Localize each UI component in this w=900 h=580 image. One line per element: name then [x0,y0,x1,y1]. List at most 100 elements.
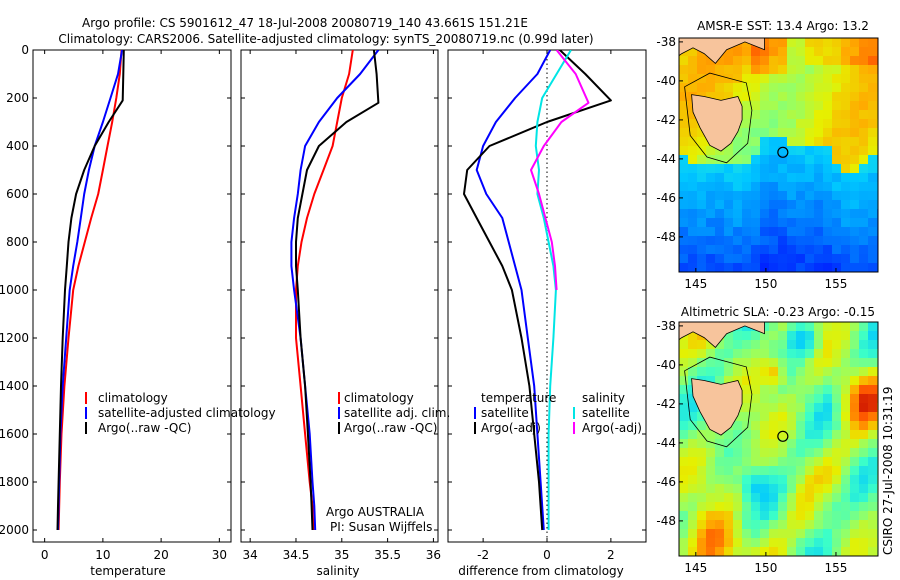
map-cell [787,119,797,129]
map-cell [724,191,734,201]
map-cell [787,101,797,111]
map-cell [868,74,878,84]
map-cell [823,254,833,264]
map-cell [688,155,698,165]
map-cell [814,164,824,174]
map-cell [814,209,824,219]
map-cell [841,421,851,431]
map-cell [841,209,851,219]
map-cell [832,331,842,341]
map-cell [850,511,860,521]
map-cell [823,457,833,467]
map-cell [724,457,734,467]
map-cell [769,164,779,174]
map-cell [832,110,842,120]
map-cell [787,340,797,350]
map-cell [697,164,707,174]
map-cell [868,331,878,341]
y-tick-label: 1000 [0,283,29,297]
map-cell [679,137,689,147]
map-cell [814,173,824,183]
map-cell [805,358,815,368]
map-cell [778,340,788,350]
map-cell [760,466,770,476]
map-cell [796,38,806,48]
map-cell [751,331,761,341]
x-tick-label: 35 [334,548,349,562]
map-cell [778,38,788,48]
map-x-tick-label: 150 [754,561,777,575]
map-cell [796,457,806,467]
map-cell [688,263,698,272]
map-cell [832,128,842,138]
map-cell [823,164,833,174]
map-cell [805,263,815,272]
difference-legend-temp-argo: Argo(-adj) [481,421,541,435]
map-cell [742,403,752,413]
map-cell [778,448,788,458]
map-cell [679,65,689,75]
sst-map-title: AMSR-E SST: 13.4 Argo: 13.2 [697,19,869,33]
map-cell [796,340,806,350]
map-cell [733,236,743,246]
map-cell [805,119,815,129]
map-cell [769,403,779,413]
map-cell [823,349,833,359]
map-cell [787,511,797,521]
map-cell [814,155,824,165]
map-cell [850,376,860,386]
map-cell [859,218,869,228]
map-cell [715,155,725,165]
map-cell [805,155,815,165]
map-cell [697,358,707,368]
map-cell [805,200,815,210]
map-cell [697,137,707,147]
map-cell [742,236,752,246]
map-cell [859,56,869,66]
map-cell [733,493,743,503]
map-cell [814,484,824,494]
map-cell [778,137,788,147]
map-cell [805,421,815,431]
map-cell [805,484,815,494]
map-cell [850,358,860,368]
map-cell [751,421,761,431]
salinity-legend: climatology satellite adj. clim. Argo(..… [338,391,450,435]
map-cell [859,182,869,192]
map-cell [841,484,851,494]
map-cell [850,349,860,359]
map-cell [679,128,689,138]
map-cell [832,38,842,48]
tasmania-land [691,378,743,436]
map-cell [796,385,806,395]
map-cell [751,263,761,272]
map-cell [733,83,743,93]
map-cell [814,538,824,548]
map-cell [742,200,752,210]
map-cell [733,191,743,201]
map-cell [733,164,743,174]
map-cell [841,263,851,272]
map-cell [823,119,833,129]
map-cell [715,245,725,255]
map-cell [679,430,689,440]
map-cell [814,349,824,359]
map-cell [697,367,707,377]
temperature-axis-label: temperature [90,564,165,578]
map-cell [805,466,815,476]
map-cell [841,394,851,404]
map-cell [742,385,752,395]
map-cell [706,182,716,192]
map-cell [868,218,878,228]
x-tick-label: 0 [543,548,551,562]
map-cell [769,155,779,165]
map-cell [868,56,878,66]
map-cell [841,128,851,138]
map-cell [841,92,851,102]
map-cell [805,547,815,556]
map-cell [787,236,797,246]
map-cell [832,439,842,449]
map-cell [832,101,842,111]
map-cell [796,254,806,264]
map-cell [796,128,806,138]
